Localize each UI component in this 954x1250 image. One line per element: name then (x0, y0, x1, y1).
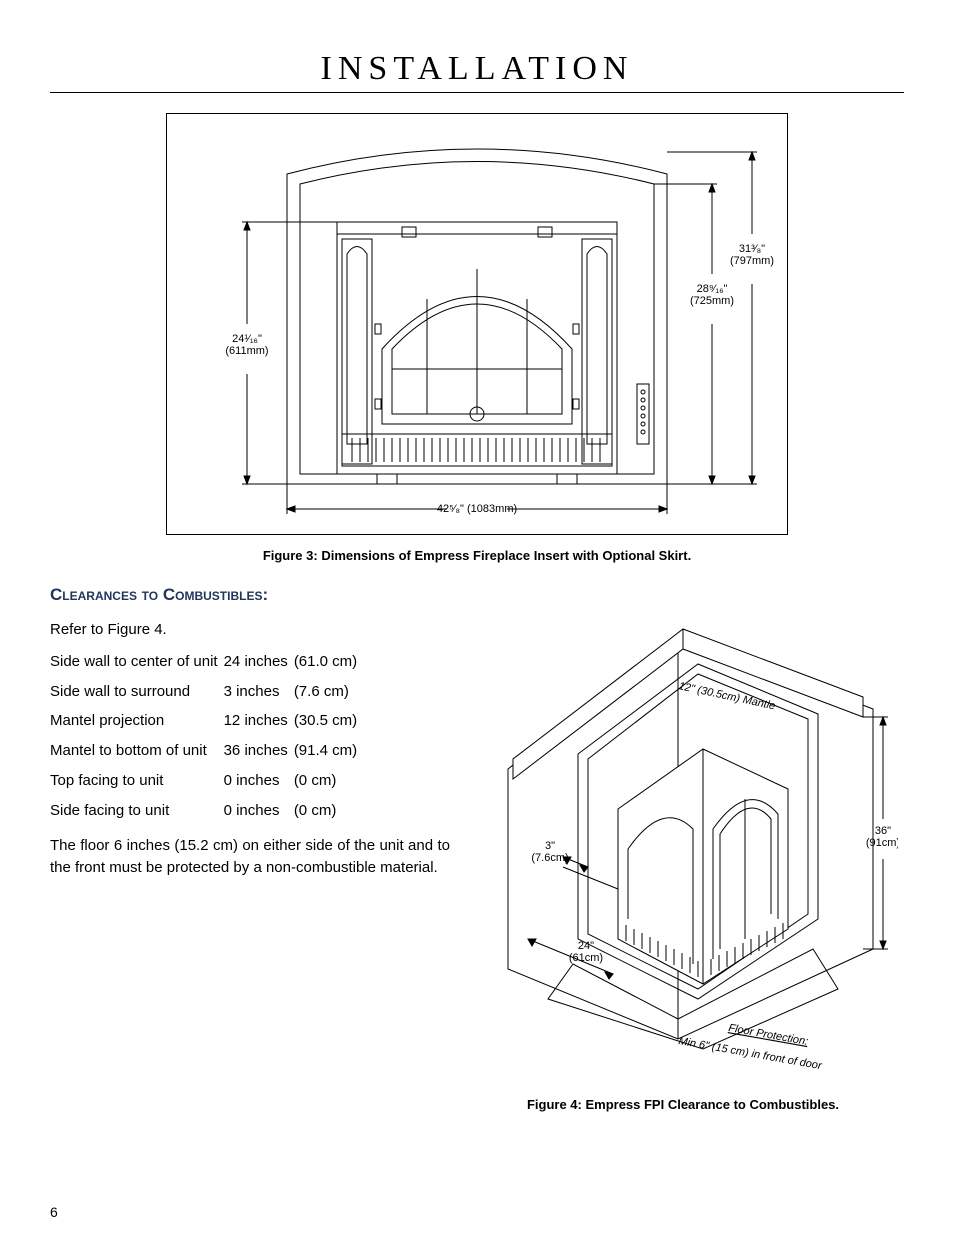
dim-rtop-val: 31³⁄₈" (739, 243, 765, 255)
table-row: Top facing to unit0 inches(0 cm) (50, 766, 363, 796)
clearances-table: Side wall to center of unit24 inches(61.… (50, 647, 363, 826)
clearances-text-column: Refer to Figure 4. Side wall to center o… (50, 619, 450, 879)
table-row: Side wall to center of unit24 inches(61.… (50, 647, 363, 677)
figure-3: 24¹⁄₁₆" (611mm) 31³⁄₈" (797mm) 28⁹⁄₁₆" (… (50, 113, 904, 563)
dim-left-val: 24¹⁄₁₆" (232, 333, 262, 345)
label-24cm: (61cm) (569, 952, 603, 964)
floor-note: The floor 6 inches (15.2 cm) on either s… (50, 835, 450, 879)
label-floor1: Floor Protection: (727, 1022, 809, 1048)
figure-3-svg: 24¹⁄₁₆" (611mm) 31³⁄₈" (797mm) 28⁹⁄₁₆" (… (167, 114, 787, 534)
label-3cm: (7.6cm) (531, 852, 568, 864)
svg-text:42⁵⁄₈" (1083mm): 42⁵⁄₈" (1083mm) (437, 503, 517, 515)
table-row: Mantel projection12 inches(30.5 cm) (50, 706, 363, 736)
dim-rbot-mm: (725mm) (690, 295, 734, 307)
figure-4: 12" (30.5cm) Mantle 3" (7.6cm) 24" (61cm… (468, 619, 898, 1134)
table-row: Side wall to surround3 inches(7.6 cm) (50, 677, 363, 707)
figure-4-svg: 12" (30.5cm) Mantle 3" (7.6cm) 24" (61cm… (468, 619, 898, 1089)
label-mantle: 12" (30.5cm) Mantle (677, 680, 776, 712)
dim-bottom-val: 42⁵⁄₈" (437, 503, 464, 515)
section-heading-clearances: Clearances to Combustibles: (50, 585, 904, 605)
refer-line: Refer to Figure 4. (50, 619, 450, 641)
figure-4-caption: Figure 4: Empress FPI Clearance to Combu… (468, 1097, 898, 1112)
dim-rbot-val: 28⁹⁄₁₆" (697, 283, 728, 295)
table-row: Mantel to bottom of unit36 inches(91.4 c… (50, 736, 363, 766)
label-24in: 24" (578, 940, 594, 952)
page-title: Installation (50, 50, 904, 88)
label-36cm: (91cm) (866, 837, 898, 849)
dim-left-mm: (611mm) (225, 345, 268, 357)
label-36in: 36" (875, 825, 891, 837)
label-3in: 3" (545, 840, 555, 852)
table-row: Side facing to unit0 inches(0 cm) (50, 796, 363, 826)
dim-rtop-mm: (797mm) (730, 255, 774, 267)
figure-3-caption: Figure 3: Dimensions of Empress Fireplac… (50, 548, 904, 563)
page-number: 6 (50, 1204, 904, 1220)
dim-bottom-mm: (1083mm) (467, 503, 517, 515)
title-rule (50, 92, 904, 93)
figure-3-border: 24¹⁄₁₆" (611mm) 31³⁄₈" (797mm) 28⁹⁄₁₆" (… (166, 113, 788, 535)
